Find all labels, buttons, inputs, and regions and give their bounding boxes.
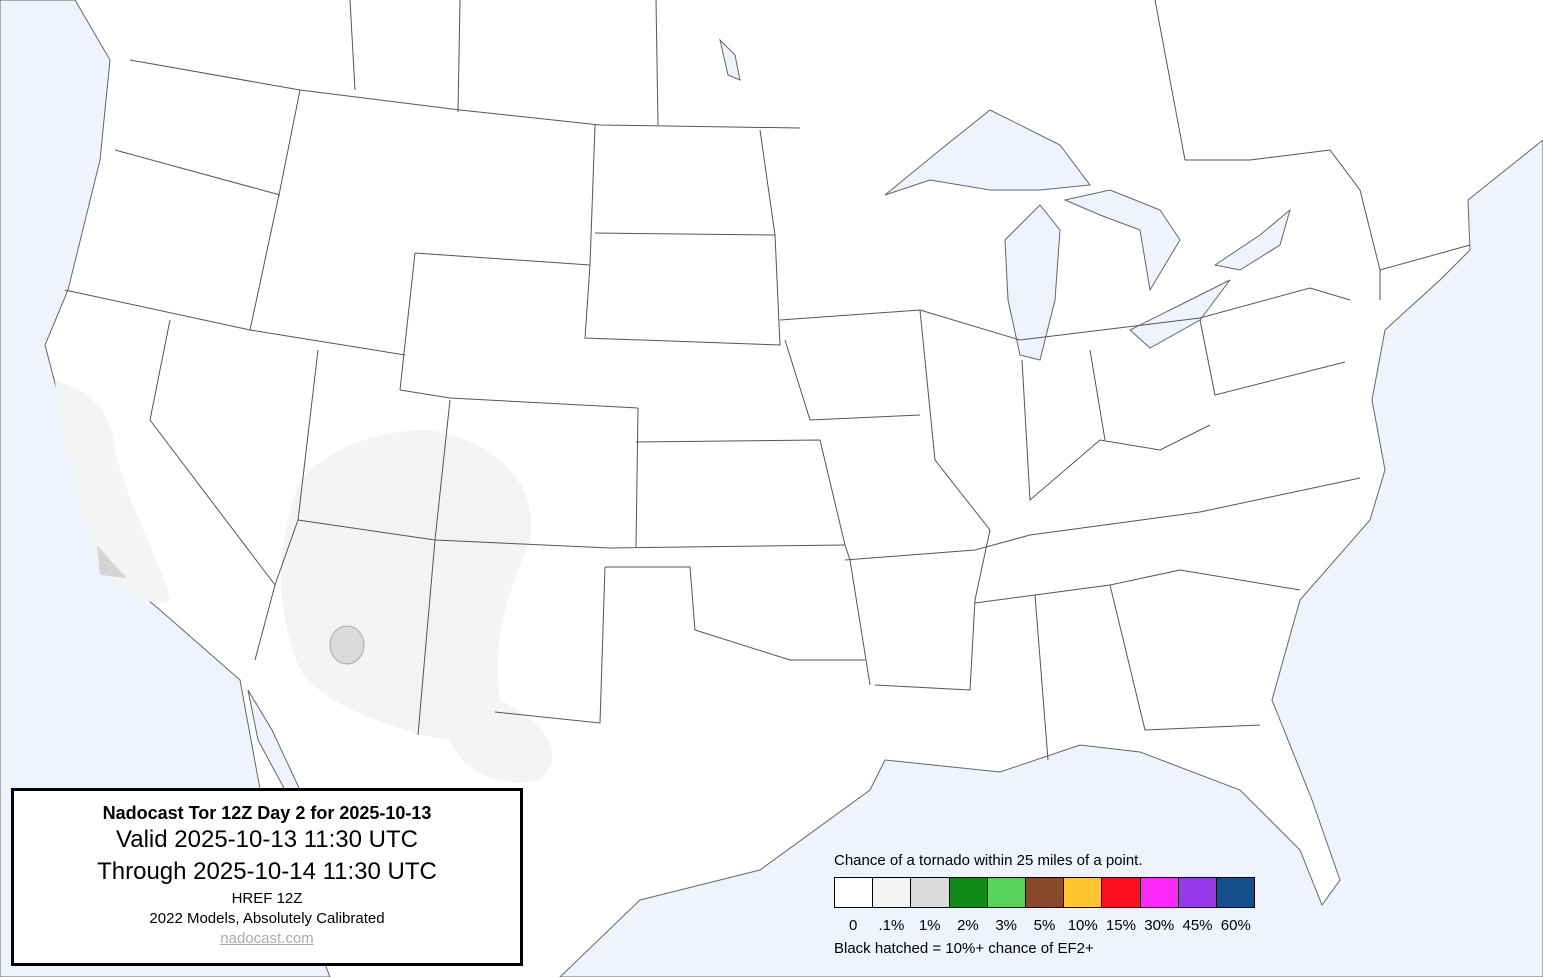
legend-label: 2% (957, 917, 979, 934)
forecast-title: Nadocast Tor 12Z Day 2 for 2025-10-13 (102, 803, 432, 823)
legend-label: 5% (1033, 917, 1056, 934)
legend-label: 15% (1105, 917, 1136, 934)
legend-label: 60% (1220, 917, 1251, 934)
legend-swatch (1064, 878, 1103, 907)
legend-label: .1% (878, 917, 905, 934)
probability-legend: Chance of a tornado within 25 miles of a… (834, 852, 1255, 957)
legend-label: 10% (1067, 917, 1098, 934)
forecast-area-0.1pct (281, 430, 553, 783)
through-time: Through 2025-10-14 11:30 UTC (97, 858, 437, 885)
legend-label: 1% (918, 917, 941, 934)
legend-label: 45% (1182, 917, 1213, 934)
legend-swatch (949, 878, 988, 907)
legend-swatch (1140, 878, 1179, 907)
legend-swatch (1025, 878, 1065, 907)
model-name: HREF 12Z (231, 890, 303, 907)
legend-swatch (835, 878, 874, 907)
forecast-area-1pct-coast (97, 545, 127, 578)
legend-swatch (987, 878, 1026, 907)
legend-swatch (1178, 878, 1217, 907)
legend-labels: 0 .1% 1% 2% 3% 5% 10% 15% 30% 45% 60% (834, 917, 1255, 934)
legend-swatch (1216, 878, 1255, 907)
legend-hatch-note: Black hatched = 10%+ chance of EF2+ (834, 940, 1094, 957)
nadocast-link[interactable]: nadocast.com (220, 930, 314, 947)
forecast-area-0.1pct-california (55, 380, 170, 603)
valid-time: Valid 2025-10-13 11:30 UTC (116, 826, 418, 853)
legend-label: 3% (995, 917, 1018, 934)
great-lakes (719, 38, 1291, 361)
legend-swatch (911, 878, 950, 907)
legend-swatch (873, 878, 912, 907)
legend-color-bar (834, 877, 1255, 908)
state-borders (64, 0, 1471, 761)
legend-label: 30% (1144, 917, 1175, 934)
legend-heading: Chance of a tornado within 25 miles of a… (834, 852, 1143, 869)
gulf-and-atlantic (559, 139, 1543, 977)
calibration-note: 2022 Models, Absolutely Calibrated (149, 910, 385, 927)
legend-swatch (1102, 878, 1141, 907)
forecast-area-1pct (329, 625, 365, 665)
legend-label: 0 (848, 917, 858, 934)
forecast-title-box: Nadocast Tor 12Z Day 2 for 2025-10-13 Va… (11, 788, 523, 966)
